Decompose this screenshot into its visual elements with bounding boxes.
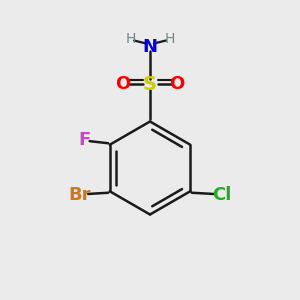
Text: H: H xyxy=(125,32,136,46)
Text: H: H xyxy=(164,32,175,46)
Text: O: O xyxy=(116,75,130,93)
Text: S: S xyxy=(143,74,157,94)
Text: N: N xyxy=(142,38,158,56)
Text: Cl: Cl xyxy=(212,186,232,204)
Text: F: F xyxy=(78,131,90,149)
Text: Br: Br xyxy=(68,186,91,204)
Text: O: O xyxy=(169,75,184,93)
